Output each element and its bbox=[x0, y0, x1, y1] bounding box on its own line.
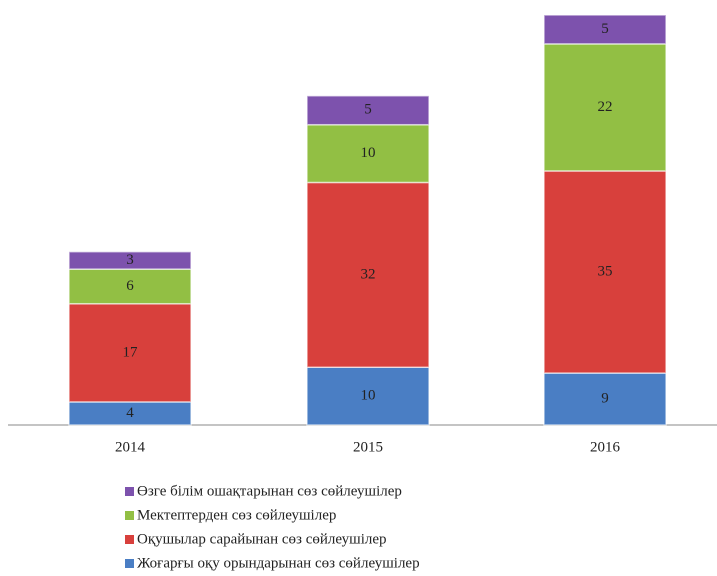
legend-swatch bbox=[125, 511, 134, 520]
bar-segment bbox=[68, 268, 192, 305]
legend-label: Мектептерден сөз сөйлеушілер bbox=[137, 507, 336, 523]
bar-segment bbox=[543, 372, 667, 426]
bar-segment bbox=[68, 302, 192, 403]
bar-segment bbox=[543, 43, 667, 172]
bar-segment bbox=[543, 170, 667, 374]
data-label: 9 bbox=[601, 390, 609, 406]
data-label: 35 bbox=[598, 263, 613, 279]
data-label: 17 bbox=[123, 344, 139, 360]
bar-segment bbox=[306, 181, 430, 369]
bar-segment bbox=[306, 123, 430, 184]
data-label: 5 bbox=[601, 21, 609, 37]
data-label: 3 bbox=[126, 252, 134, 268]
bar-segment bbox=[306, 95, 430, 126]
data-label: 4 bbox=[126, 405, 134, 421]
bar-segment bbox=[68, 251, 192, 270]
legend-swatch bbox=[125, 535, 134, 544]
data-label: 6 bbox=[126, 278, 134, 294]
data-label: 32 bbox=[361, 266, 376, 282]
bar-segment bbox=[306, 366, 430, 426]
bar-segment bbox=[543, 14, 667, 45]
legend-label: Оқушылар сарайынан сөз сөйлеушілер bbox=[137, 531, 387, 547]
data-label: 5 bbox=[364, 102, 372, 118]
x-tick-label: 2016 bbox=[590, 439, 621, 455]
data-label: 10 bbox=[361, 388, 376, 404]
data-label: 22 bbox=[598, 99, 613, 115]
data-label: 10 bbox=[361, 145, 376, 161]
x-tick-label: 2015 bbox=[353, 439, 383, 455]
legend-label: Жоғарғы оқу орындарынан сөз сөйлеушілер bbox=[137, 555, 420, 571]
x-tick-label: 2014 bbox=[115, 439, 146, 455]
legend-label: Өзге білім ошақтарынан сөз сөйлеушілер bbox=[137, 483, 402, 499]
legend-swatch bbox=[125, 487, 134, 496]
legend-swatch bbox=[125, 559, 134, 568]
